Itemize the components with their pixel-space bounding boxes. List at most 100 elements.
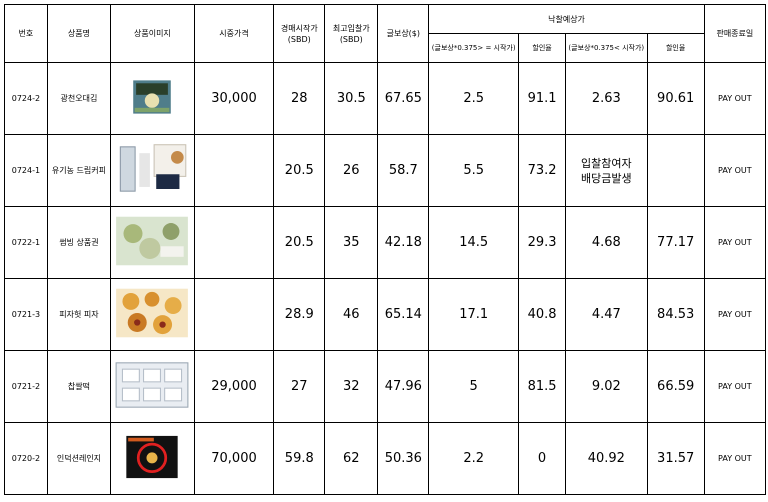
subheader-expected-lt: (글보상*0.375< 시작가): [565, 33, 648, 63]
row-expected-2: 4.47: [565, 278, 648, 351]
row-status: PAY OUT: [703, 350, 767, 423]
row-market-price: [193, 206, 275, 279]
row-expected-1: 2.2: [428, 422, 520, 495]
row-reward: 42.18: [377, 206, 430, 279]
header-name: 상품명: [46, 4, 112, 63]
row-image: [110, 422, 195, 495]
row-auction-start: 59.8: [273, 422, 326, 495]
row-discount-1: 0: [518, 422, 566, 495]
row-expected-1: 5.5: [428, 134, 520, 207]
row-name: 광천오대김: [46, 62, 112, 135]
row-expected-1: 5: [428, 350, 520, 423]
row-discount-2: 31.57: [646, 422, 705, 495]
row-no: 0720-2: [4, 422, 48, 495]
header-expected-price: 낙찰예상가: [428, 4, 705, 34]
row-name: 썸빙 상품권: [46, 206, 112, 279]
header-end-date: 판매종료일: [703, 4, 767, 63]
drip-coffee-product-icon: [120, 143, 187, 192]
row-reward: 67.65: [377, 62, 430, 135]
row-discount-2: [646, 134, 705, 207]
row-no: 0721-2: [4, 350, 48, 423]
row-image: [110, 62, 195, 135]
row-name: 피자헛 피자: [46, 278, 112, 351]
row-status: PAY OUT: [703, 278, 767, 351]
rice-cake-product-icon: [115, 361, 189, 408]
table-row: 0721-2 찹쌀떡 29,000 27 32 47.96 5 81.5 9.0…: [4, 350, 767, 423]
pizza-product-icon: [116, 288, 189, 337]
row-discount-1: 29.3: [518, 206, 566, 279]
header-image: 상품이미지: [110, 4, 195, 63]
row-expected-2: 4.68: [565, 206, 648, 279]
row-no: 0724-2: [4, 62, 48, 135]
row-discount-1: 81.5: [518, 350, 566, 423]
row-max-bid: 32: [324, 350, 379, 423]
subheader-discount-2: 할인율: [646, 33, 705, 63]
table-row: 0720-2 인덕션레인지 70,000 59.8 62 50.36 2.2 0…: [4, 422, 767, 495]
header-no: 번호: [4, 4, 48, 63]
row-status: PAY OUT: [703, 62, 767, 135]
row-auction-start: 28.9: [273, 278, 326, 351]
row-note-line1: 입찰참여자: [580, 156, 632, 170]
row-image: [110, 206, 195, 279]
header-auction-start-label: 경매시작가: [280, 23, 318, 33]
row-expected-1: 17.1: [428, 278, 520, 351]
row-note-line2: 배당금발생: [580, 171, 632, 185]
row-status: PAY OUT: [703, 206, 767, 279]
row-reward: 47.96: [377, 350, 430, 423]
row-max-bid: 62: [324, 422, 379, 495]
seaweed-product-icon: [133, 79, 172, 114]
row-no: 0724-1: [4, 134, 48, 207]
row-name: 찹쌀떡: [46, 350, 112, 423]
row-reward: 65.14: [377, 278, 430, 351]
header-max-bid-unit: (SBD): [339, 34, 363, 44]
table-row: 0724-2 광천오대김 30,000 28 30.5 67.65 2.5 91…: [4, 62, 767, 135]
row-auction-start: 20.5: [273, 134, 326, 207]
row-auction-start: 28: [273, 62, 326, 135]
header-market-price: 시중가격: [193, 4, 275, 63]
row-status: PAY OUT: [703, 134, 767, 207]
row-market-price: [193, 278, 275, 351]
row-image: [110, 134, 195, 207]
row-image: [110, 278, 195, 351]
row-expected-2: 40.92: [565, 422, 648, 495]
row-discount-2: 90.61: [646, 62, 705, 135]
row-discount-1: 40.8: [518, 278, 566, 351]
row-discount-2: 84.53: [646, 278, 705, 351]
row-discount-2: 66.59: [646, 350, 705, 423]
row-reward: 50.36: [377, 422, 430, 495]
row-discount-1: 73.2: [518, 134, 566, 207]
row-market-price: 30,000: [193, 62, 275, 135]
header-max-bid: 최고입찰가 (SBD): [324, 4, 379, 63]
row-market-price: [193, 134, 275, 207]
row-auction-start: 27: [273, 350, 326, 423]
row-expected-2: 입찰참여자 배당금발생: [565, 134, 648, 207]
induction-range-product-icon: [126, 435, 179, 478]
row-name: 유기농 드립커피: [46, 134, 112, 207]
row-max-bid: 46: [324, 278, 379, 351]
row-discount-2: 77.17: [646, 206, 705, 279]
row-market-price: 29,000: [193, 350, 275, 423]
table-row: 0721-3 피자헛 피자 28.9 46 65.14 17.1 40.8 4.…: [4, 278, 767, 351]
row-expected-1: 14.5: [428, 206, 520, 279]
food-voucher-product-icon: [116, 216, 189, 265]
header-auction-start: 경매시작가 (SBD): [273, 4, 326, 63]
row-expected-2: 9.02: [565, 350, 648, 423]
row-image: [110, 350, 195, 423]
row-no: 0721-3: [4, 278, 48, 351]
subheader-expected-ge: (글보상*0.375> = 시작가): [428, 33, 520, 63]
row-max-bid: 26: [324, 134, 379, 207]
table-row: 0722-1 썸빙 상품권 20.5 35 42.18 14.5 29.3 4.…: [4, 206, 767, 279]
auction-table: 번호 상품명 상품이미지 시중가격 경매시작가 (SBD) 최고입찰가 (SBD…: [4, 4, 767, 495]
row-expected-1: 2.5: [428, 62, 520, 135]
subheader-discount-1: 할인율: [518, 33, 566, 63]
header-auction-start-unit: (SBD): [287, 34, 311, 44]
header-reward: 글보상($): [377, 4, 430, 63]
header-max-bid-label: 최고입찰가: [332, 23, 370, 33]
row-no: 0722-1: [4, 206, 48, 279]
row-auction-start: 20.5: [273, 206, 326, 279]
row-reward: 58.7: [377, 134, 430, 207]
table-row: 0724-1 유기농 드립커피 20.5 26 58.7 5.5 73.2 입찰…: [4, 134, 767, 207]
row-market-price: 70,000: [193, 422, 275, 495]
row-name: 인덕션레인지: [46, 422, 112, 495]
row-max-bid: 35: [324, 206, 379, 279]
